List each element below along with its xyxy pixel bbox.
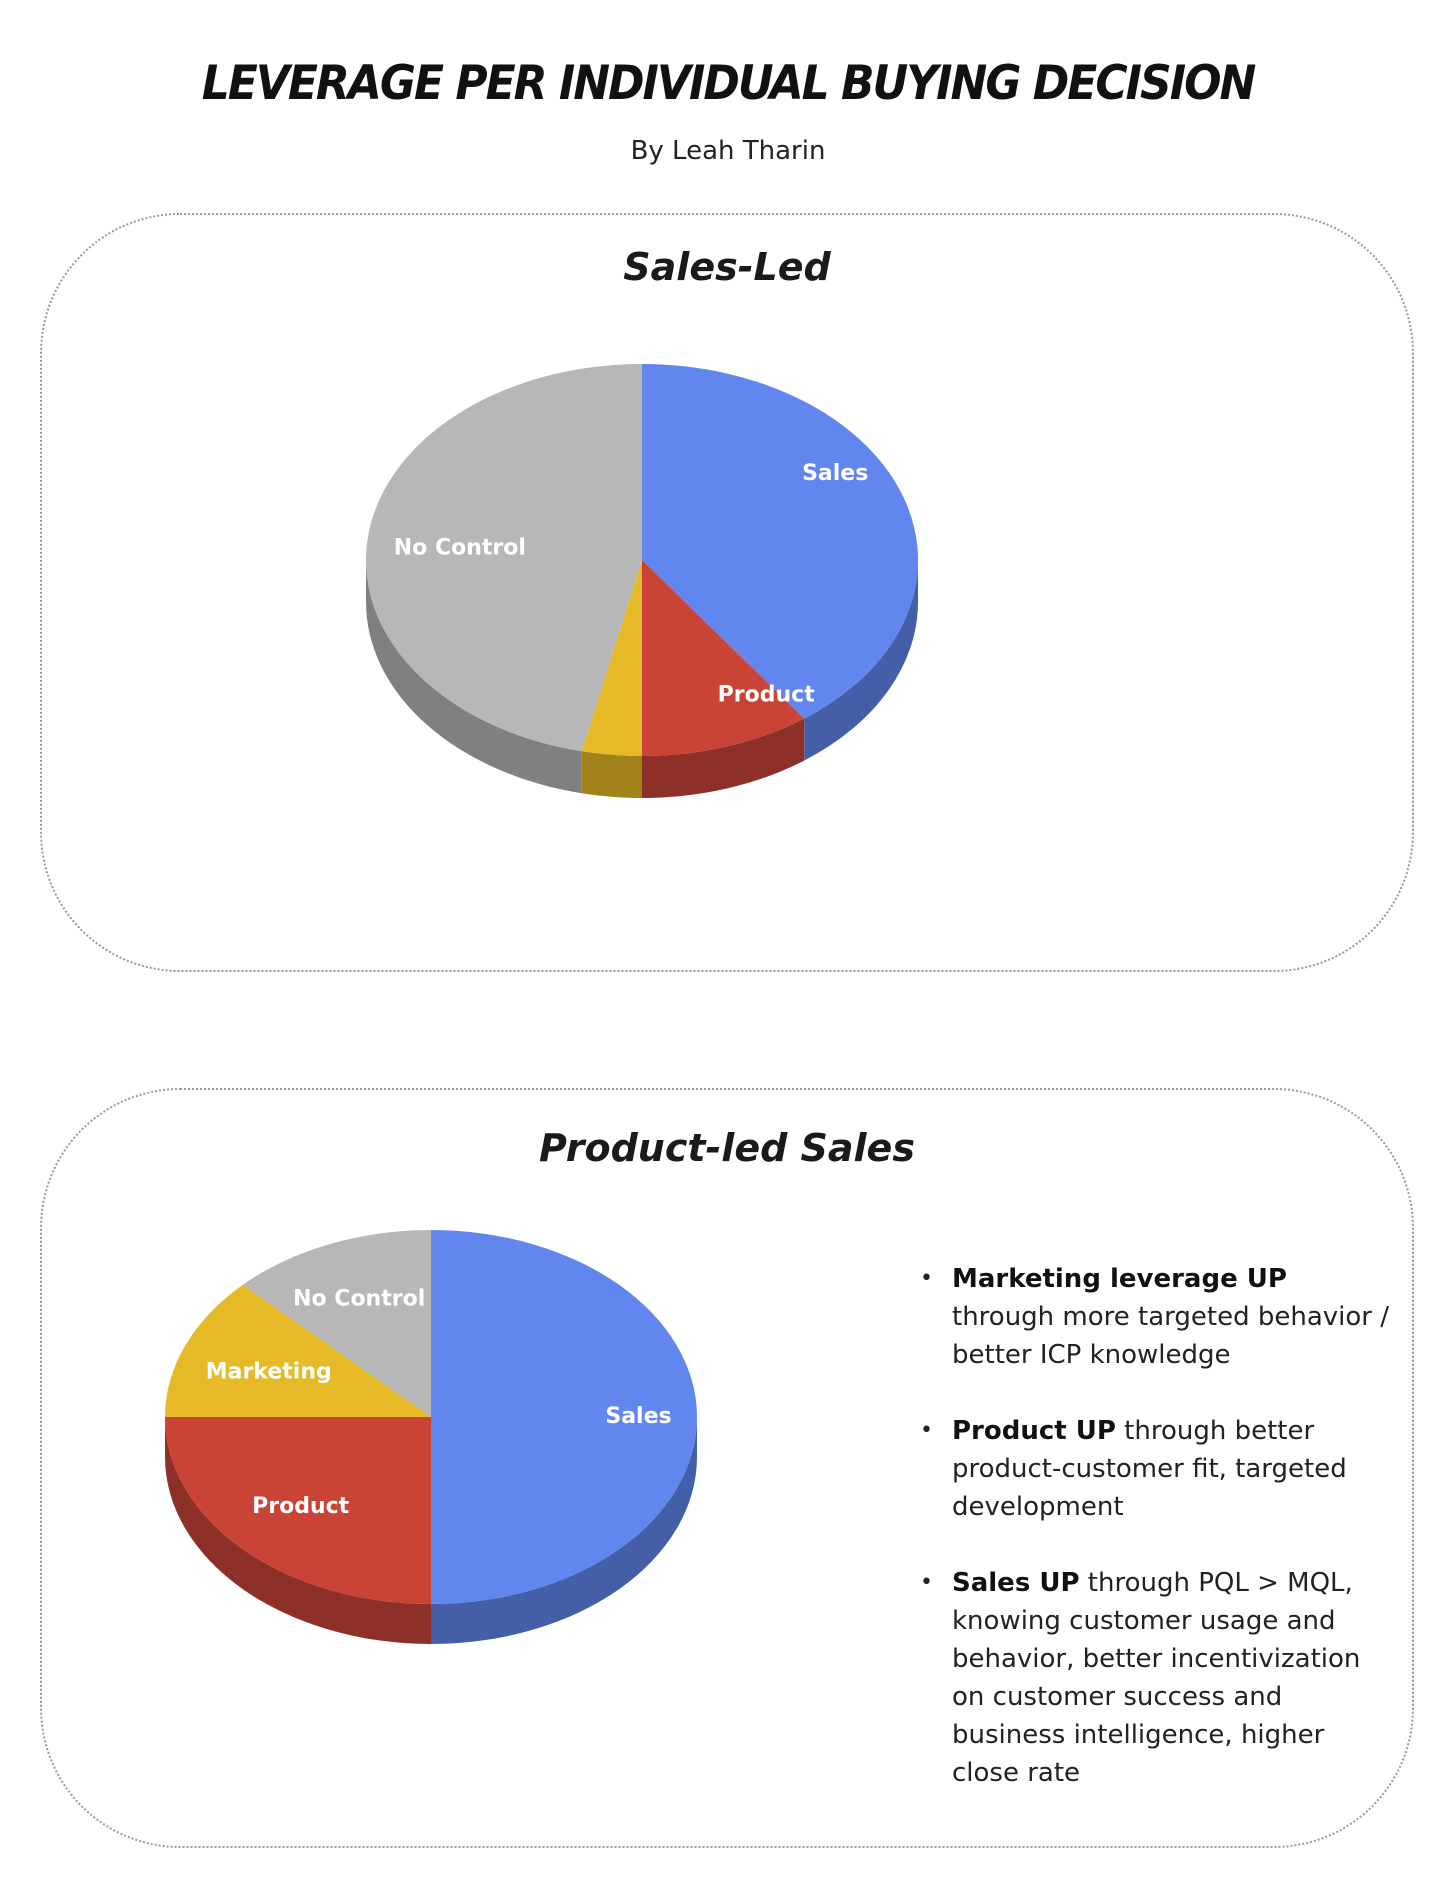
pie-sides xyxy=(366,560,918,798)
pie-labels: Sales Product No Control xyxy=(394,461,869,707)
slice-product xyxy=(165,1417,431,1604)
slice-label-sales: Sales xyxy=(605,1404,671,1429)
slice-label-no-control: No Control xyxy=(293,1286,425,1311)
slice-marketing xyxy=(581,560,642,756)
pie-slices xyxy=(165,1230,697,1604)
slice-side-sales xyxy=(431,1417,697,1644)
product-led-panel: Product-led Sales Sales Product Marketing N… xyxy=(40,1088,1414,1848)
chart-title-product-led: Product-led Sales xyxy=(539,1126,915,1170)
slice-label-product: Product xyxy=(252,1494,350,1519)
note-marketing: • Marketing leverage UP through more targ… xyxy=(920,1260,1390,1374)
slice-label-no-control: No Control xyxy=(394,535,526,560)
slice-side-product xyxy=(165,1417,431,1644)
slice-label-marketing: Marketing xyxy=(206,1359,332,1384)
slice-sales xyxy=(431,1230,697,1604)
slice-side-sales xyxy=(804,560,918,761)
sales-led-panel: Sales-Led Sales Product No Control xyxy=(40,213,1414,972)
note-product-lead: Product UP xyxy=(952,1416,1116,1446)
slice-side-no-control xyxy=(366,560,582,794)
slice-label-sales: Sales xyxy=(802,461,868,486)
slice-sales xyxy=(642,364,919,719)
slice-side-product xyxy=(642,718,805,798)
pie-slices xyxy=(366,364,919,756)
bullet-icon: • xyxy=(920,1418,933,1443)
note-sales-lead: Sales UP xyxy=(952,1568,1080,1598)
sales-led-pie-chart: Sales Product No Control xyxy=(366,364,919,798)
slice-label-product: Product xyxy=(718,682,816,707)
chart-title-sales-led: Sales-Led xyxy=(623,245,831,289)
note-product: • Product UP through better product-custo… xyxy=(920,1412,1390,1526)
slice-side-marketing xyxy=(581,751,642,798)
page-title: LEVERAGE PER INDIVIDUAL BUYING DECISION xyxy=(201,55,1257,112)
bullet-icon: • xyxy=(920,1570,933,1595)
slice-marketing xyxy=(165,1284,431,1417)
note-marketing-text: through more targeted behavior / better … xyxy=(952,1302,1389,1370)
note-sales: • Sales UP through PQL > MQL, knowing cus… xyxy=(920,1564,1390,1792)
byline: By Leah Tharin xyxy=(630,136,826,166)
note-product-text: through better product-customer fit, tar… xyxy=(952,1416,1347,1522)
pie-labels: Sales Product Marketing No Control xyxy=(206,1286,672,1519)
leverage-notes-list: • Marketing leverage UP through more targ… xyxy=(920,1260,1390,1830)
note-sales-text: through PQL > MQL, knowing customer usag… xyxy=(952,1568,1361,1788)
slice-no-control xyxy=(242,1230,431,1417)
pie-sides xyxy=(165,1417,697,1644)
slice-product xyxy=(642,560,805,756)
slice-no-control xyxy=(366,364,642,752)
bullet-icon: • xyxy=(920,1266,933,1291)
product-led-pie-chart: Sales Product Marketing No Control xyxy=(165,1230,697,1644)
note-marketing-lead: Marketing leverage UP xyxy=(952,1264,1287,1294)
